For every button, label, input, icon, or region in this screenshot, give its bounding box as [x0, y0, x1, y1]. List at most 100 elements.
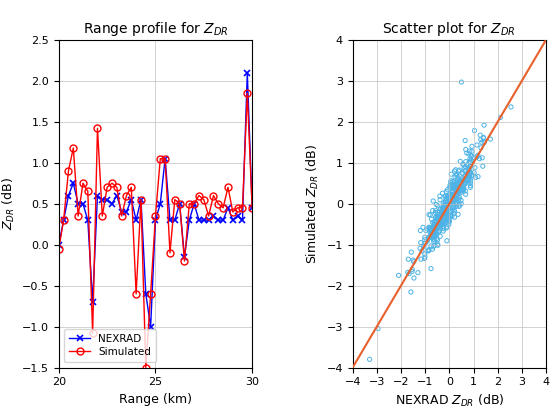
- Simulated: [142, 365, 149, 370]
- Point: [452, 183, 461, 190]
- Point: [444, 211, 453, 218]
- Point: [468, 143, 477, 150]
- NEXRAD: [65, 193, 72, 198]
- NEXRAD: [138, 197, 144, 202]
- Line: NEXRAD: NEXRAD: [55, 70, 255, 330]
- Point: [454, 168, 463, 174]
- Point: [451, 194, 460, 201]
- Title: Scatter plot for $Z_{DR}$: Scatter plot for $Z_{DR}$: [382, 20, 516, 38]
- Point: [440, 208, 449, 215]
- Point: [420, 236, 429, 243]
- Point: [441, 202, 450, 208]
- Point: [452, 186, 461, 193]
- Point: [431, 229, 440, 236]
- Simulated: [147, 291, 154, 296]
- Point: [451, 184, 460, 191]
- Point: [434, 217, 443, 223]
- NEXRAD: [171, 218, 178, 223]
- Point: [465, 173, 474, 179]
- Point: [450, 214, 459, 220]
- Point: [452, 181, 461, 188]
- Simulated: [239, 205, 246, 210]
- Point: [431, 218, 440, 225]
- Point: [439, 200, 448, 206]
- Point: [430, 221, 438, 228]
- Y-axis label: Simulated $Z_{DR}$ (dB): Simulated $Z_{DR}$ (dB): [305, 144, 321, 264]
- Point: [450, 168, 459, 174]
- Point: [441, 216, 450, 223]
- Point: [433, 242, 442, 249]
- Point: [447, 171, 456, 178]
- Point: [427, 243, 436, 249]
- Point: [447, 192, 456, 198]
- Point: [407, 249, 416, 255]
- Point: [436, 221, 445, 228]
- Point: [464, 172, 473, 178]
- Point: [431, 228, 440, 234]
- Simulated: [186, 201, 193, 206]
- Point: [446, 195, 455, 202]
- Point: [404, 256, 413, 262]
- NEXRAD: [176, 201, 183, 206]
- Point: [419, 243, 428, 249]
- Point: [455, 194, 464, 201]
- Point: [441, 203, 450, 210]
- Point: [463, 162, 472, 168]
- Point: [431, 225, 440, 231]
- Point: [454, 174, 463, 181]
- Point: [430, 230, 438, 236]
- Point: [452, 187, 461, 194]
- Point: [464, 176, 473, 183]
- Point: [477, 144, 486, 151]
- Point: [475, 155, 484, 162]
- Point: [451, 166, 460, 173]
- Point: [442, 225, 451, 231]
- NEXRAD: [230, 218, 236, 223]
- Point: [433, 216, 442, 223]
- Point: [444, 221, 453, 228]
- Point: [453, 191, 462, 198]
- Point: [440, 200, 449, 207]
- Point: [452, 192, 461, 199]
- Point: [468, 171, 477, 178]
- Point: [421, 254, 430, 260]
- Point: [486, 136, 495, 142]
- Point: [443, 186, 452, 193]
- Point: [459, 186, 468, 193]
- NEXRAD: [123, 209, 130, 214]
- NEXRAD: [85, 218, 91, 223]
- NEXRAD: [89, 299, 96, 304]
- Point: [436, 220, 445, 227]
- Simulated: [249, 205, 255, 210]
- Point: [441, 201, 450, 208]
- Point: [442, 194, 451, 201]
- Point: [438, 208, 447, 215]
- Point: [461, 191, 470, 198]
- Point: [439, 207, 448, 214]
- Point: [452, 197, 461, 203]
- Point: [442, 237, 451, 244]
- Line: Simulated: Simulated: [55, 89, 255, 371]
- Point: [427, 229, 436, 236]
- Point: [405, 270, 414, 277]
- Simulated: [104, 185, 110, 190]
- Point: [449, 197, 458, 204]
- Point: [441, 204, 450, 210]
- Point: [423, 226, 432, 232]
- Point: [438, 213, 447, 219]
- Point: [441, 193, 450, 199]
- Point: [416, 227, 425, 234]
- Simulated: [171, 197, 178, 202]
- Point: [436, 220, 445, 227]
- Point: [443, 202, 452, 209]
- Point: [433, 225, 442, 231]
- Point: [427, 265, 436, 272]
- Point: [459, 187, 468, 194]
- Point: [451, 182, 460, 189]
- NEXRAD: [249, 205, 255, 210]
- Point: [431, 242, 440, 249]
- Point: [448, 194, 457, 201]
- Point: [466, 182, 475, 189]
- Point: [426, 231, 435, 238]
- Point: [424, 235, 433, 242]
